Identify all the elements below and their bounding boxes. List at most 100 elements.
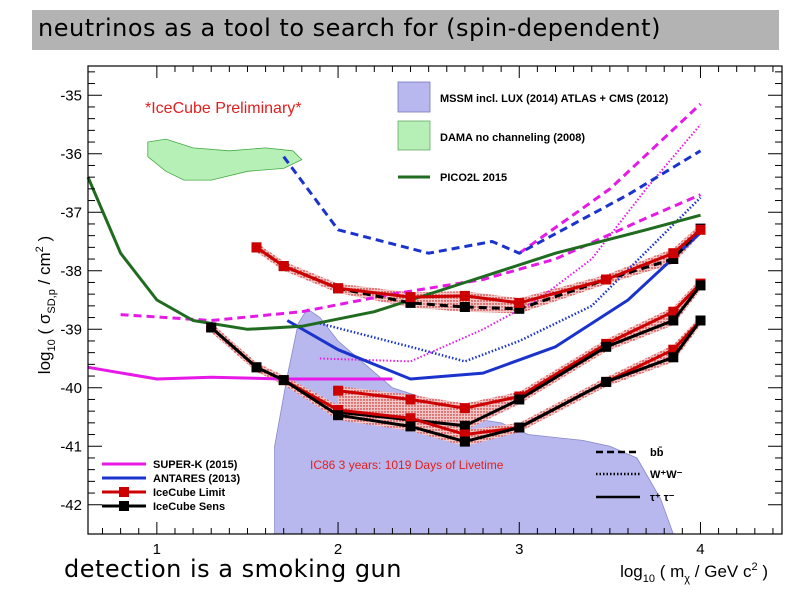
y-tick-label: -40 <box>60 380 82 397</box>
icecube-tau_limit-marker <box>459 429 470 440</box>
plot-frame <box>87 65 783 535</box>
icecube-bb_limit-marker <box>668 248 679 259</box>
icecube-ww_limit-marker <box>405 394 416 405</box>
icecube-ww_limit-marker <box>333 385 344 396</box>
legend-sens-marker <box>119 501 129 511</box>
x-axis-title-m: ( m <box>655 562 684 581</box>
icecube-tau_sens-marker <box>251 362 262 373</box>
icecube-bb_limit-marker <box>278 261 289 272</box>
icecube-tau_sens-marker <box>278 375 289 386</box>
y-axis-title-unit: / cm <box>35 252 54 289</box>
y-tick-label: -36 <box>60 146 82 163</box>
icecube-bb_limit-marker <box>459 290 470 301</box>
y-axis-title-log: log <box>35 352 54 375</box>
x-axis-title-log: log <box>620 562 643 581</box>
y-axis-title-close: ) <box>35 236 54 246</box>
x-axis-title: log10 ( mχ / GeV c2 ) <box>620 561 768 585</box>
x-axis-title-sup: 2 <box>751 561 757 573</box>
channel-legend: bb̄ W⁺W⁻ τ⁺ τ⁻ <box>596 447 683 504</box>
icecube-bb_sens-marker <box>405 297 416 308</box>
series-line-3 <box>319 123 702 363</box>
x-axis-title-chi: χ <box>684 573 690 585</box>
y-axis-title-sigma: ( σ <box>35 313 54 339</box>
ticks-layer: 1 2 3 4 -35 -36 -37 -38 -39 -40 -41 -42 <box>60 66 782 558</box>
legend-tau-label: τ⁺ τ⁻ <box>650 492 675 504</box>
y-axis-title-sup: 2 <box>34 246 46 252</box>
icecube-bb_sens-marker <box>514 303 525 314</box>
legend-sens-label: IceCube Sens <box>153 501 225 513</box>
icecube-ww_sens-marker <box>459 420 470 431</box>
icecube-tau_sens-line <box>210 319 702 444</box>
legend-mssm-label: MSSM incl. LUX (2014) ATLAS + CMS (2012) <box>440 93 669 105</box>
icecube-bb_limit-marker <box>333 283 344 294</box>
icecube-ww_limit-marker <box>668 306 679 317</box>
icecube-tau_limit-marker <box>405 413 416 424</box>
icecube-tau_sens-marker <box>333 410 344 421</box>
icecube-tau_sens-marker <box>514 422 525 433</box>
icecube-bb_limit-marker <box>251 242 262 253</box>
legend-pico-label: PICO2L 2015 <box>440 172 507 184</box>
icecube-ww_sens-marker <box>601 341 612 352</box>
preliminary-label: *IceCube Preliminary* <box>145 100 302 117</box>
icecube-ww_sens-marker <box>668 315 679 326</box>
slide-title: neutrinos as a tool to search for (spin-… <box>38 14 661 42</box>
x-axis-title-sub: 10 <box>643 573 655 585</box>
x-tick-label: 4 <box>696 541 704 558</box>
x-axis-title-unit: / GeV c <box>690 562 752 581</box>
series-line-2 <box>518 102 702 255</box>
x-tick-label: 2 <box>334 541 342 558</box>
top-legend: MSSM incl. LUX (2014) ATLAS + CMS (2012)… <box>397 81 669 184</box>
legend-bb-label: bb̄ <box>650 447 664 459</box>
series-line-1 <box>120 193 702 322</box>
series-layer <box>86 102 702 381</box>
icecube-ww_limit-marker <box>459 403 470 414</box>
series-line-7 <box>86 176 701 331</box>
icecube-layer <box>206 223 706 447</box>
icecube-tau_sens-marker <box>206 322 217 333</box>
icecube-tau_sens-marker <box>668 352 679 363</box>
icecube-tau_limit-marker <box>333 405 344 415</box>
y-tick-label: -35 <box>60 87 82 104</box>
y-axis-title-sub: 10 <box>46 339 58 351</box>
legend-limit-label: IceCube Limit <box>153 487 225 499</box>
legend-superk-label: SUPER-K (2015) <box>153 459 238 471</box>
y-tick-label: -39 <box>60 321 82 338</box>
legend-dama-swatch <box>397 120 431 151</box>
icecube-bb_limit-marker <box>695 224 706 235</box>
icecube-tau_limit-marker <box>668 344 679 355</box>
icecube-tau_sens-marker <box>601 376 612 387</box>
legend-ww-label: W⁺W⁻ <box>650 469 683 481</box>
icecube-bb_sens-marker <box>668 254 679 264</box>
legend-limit-marker <box>119 487 129 497</box>
icecube-bb_sens-marker <box>459 302 470 312</box>
legend-antares-label: ANTARES (2013) <box>153 473 241 485</box>
icecube-tau_sens-marker <box>405 421 416 432</box>
slide-footer: detection is a smoking gun <box>64 555 402 583</box>
livetime-label: IC86 3 years: 1019 Days of Livetime <box>310 458 504 472</box>
slide-title-bar <box>32 10 779 50</box>
legend-dama-label: DAMA no channeling (2008) <box>440 132 585 144</box>
dama-region <box>147 138 303 181</box>
series-line-0 <box>87 365 393 381</box>
icecube-bb_limit-marker <box>514 297 525 308</box>
legend-mssm-swatch <box>397 81 431 113</box>
x-axis-title-close: ) <box>758 562 768 581</box>
x-tick-label: 3 <box>515 541 523 558</box>
y-tick-label: -37 <box>60 204 82 221</box>
series-line-4 <box>286 231 702 381</box>
y-axis-title-sd: SD,p <box>46 289 58 313</box>
y-tick-label: -38 <box>60 263 82 280</box>
icecube-bb_limit-marker <box>405 292 416 303</box>
y-tick-label: -41 <box>60 438 82 455</box>
bottom-legend: SUPER-K (2015) ANTARES (2013) IceCube Li… <box>102 459 241 513</box>
x-tick-label: 1 <box>153 541 161 558</box>
series-line-6 <box>282 149 702 255</box>
icecube-ww_sens-marker <box>514 394 525 405</box>
y-tick-label: -42 <box>60 497 82 514</box>
icecube-tau_sens-marker <box>459 436 470 447</box>
icecube-ww_sens-marker <box>695 280 706 291</box>
icecube-tau_sens-marker <box>695 315 706 326</box>
icecube-bb_limit-marker <box>601 274 612 285</box>
series-line-5 <box>319 196 702 363</box>
